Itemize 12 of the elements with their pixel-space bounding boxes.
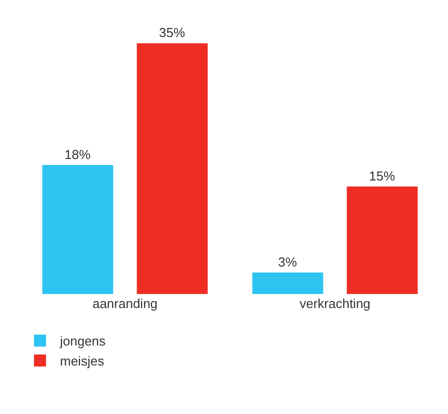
bar (252, 272, 324, 294)
data-label: 15% (369, 168, 396, 184)
x-tick-label: verkrachting (300, 296, 370, 311)
x-tick-label: aanranding (92, 296, 158, 311)
bar (136, 43, 208, 294)
data-label: 3% (278, 254, 298, 270)
data-label: 35% (159, 25, 186, 40)
bar (346, 186, 418, 294)
bar (42, 165, 114, 294)
legend-label: meisjes (60, 354, 105, 369)
data-label: 18% (64, 147, 91, 162)
legend-label: jongens (59, 334, 106, 349)
